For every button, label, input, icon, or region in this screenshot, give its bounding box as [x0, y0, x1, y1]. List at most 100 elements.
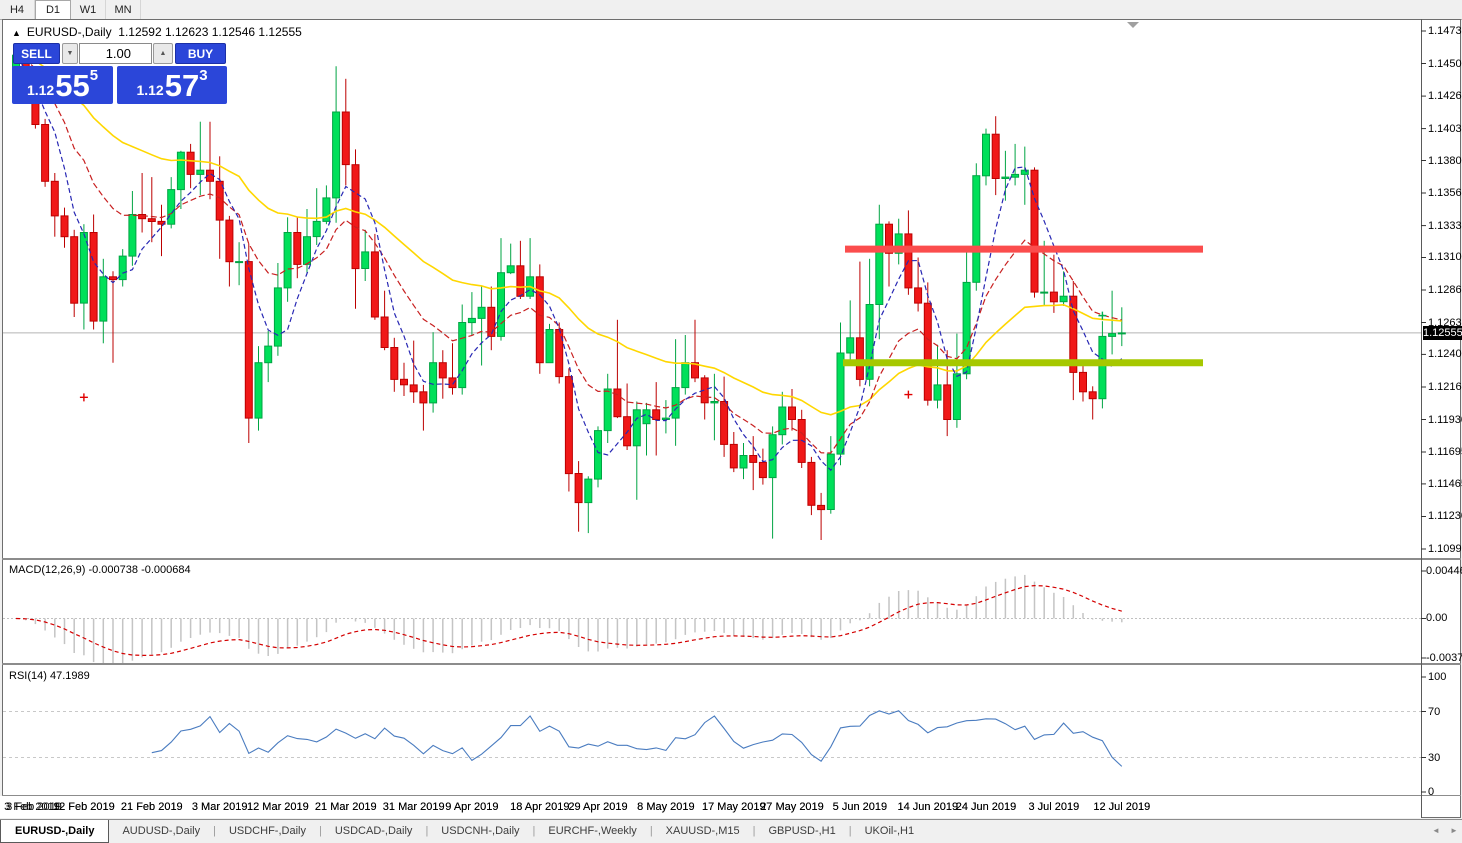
- timeframe-button-mn[interactable]: MN: [106, 0, 141, 19]
- rsi-axis-label: 70: [1428, 705, 1441, 718]
- date-axis-label: 29 Apr 2019: [568, 801, 628, 813]
- date-axis-label: 14 Jun 2019: [897, 801, 959, 813]
- sell-price-big: 55: [55, 68, 90, 103]
- volume-increase-button[interactable]: ▲: [153, 43, 173, 64]
- date-axis-label: 27 May 2019: [760, 801, 824, 813]
- date-axis[interactable]: [0, 796, 1421, 818]
- date-axis-label: 18 Apr 2019: [510, 801, 570, 813]
- tab-separator: |: [425, 825, 429, 837]
- tab-usdcnh-daily[interactable]: USDCNH-,Daily: [441, 825, 520, 837]
- tab-separator: |: [752, 825, 756, 837]
- date-axis-label: 12 Jul 2019: [1093, 801, 1151, 813]
- date-axis-label: 12 Mar 2019: [247, 801, 309, 813]
- date-axis-label: 12 Feb 2019: [53, 801, 115, 813]
- price-axis-divider: [1421, 19, 1422, 818]
- chart-ohlc-values: 1.12592 1.12623 1.12546 1.12555: [118, 25, 302, 39]
- buy-price-quote[interactable]: 1.12 57 3: [117, 66, 227, 104]
- price-axis-label: 1.11465: [1428, 477, 1462, 490]
- price-axis-label: 1.13565: [1428, 187, 1462, 200]
- tab-separator: |: [532, 825, 536, 837]
- date-axis-label: 5 Jun 2019: [832, 801, 888, 813]
- rsi-axis-label: 30: [1428, 751, 1441, 764]
- date-axis-label: 12 Mar 2019: [247, 801, 309, 813]
- price-axis-label: 1.14500: [1428, 57, 1462, 70]
- price-axis-label: 1.14030: [1428, 122, 1462, 135]
- sell-price-prefix: 1.12: [26, 82, 55, 98]
- date-axis-label: 24 Jun 2019: [955, 801, 1017, 813]
- date-axis-label: 8 May 2019: [637, 801, 695, 813]
- sell-button[interactable]: SELL: [13, 43, 60, 64]
- date-axis-label: 31 Mar 2019: [382, 801, 445, 813]
- volume-decrease-button[interactable]: ▼: [62, 43, 78, 64]
- date-axis-label: 21 Mar 2019: [314, 801, 377, 813]
- price-axis-label: 1.12630: [1428, 316, 1462, 329]
- sell-price-quote[interactable]: 1.12 55 5: [12, 66, 113, 104]
- price-axis-label: 1.13100: [1428, 251, 1462, 264]
- date-axis-label: 31 Mar 2019: [382, 801, 445, 813]
- rsi-indicator-label: RSI(14) 47.1989: [9, 670, 90, 682]
- date-axis-label: 8 May 2019: [637, 801, 695, 813]
- tab-separator: |: [318, 825, 322, 837]
- macd-axis-label: -0.003715: [1426, 652, 1462, 664]
- date-axis-label: 14 Jun 2019: [897, 801, 959, 813]
- current-price-tag: 1.12555: [1423, 325, 1462, 340]
- date-axis-label: 3 Feb 2019: [4, 801, 60, 813]
- tab-eurusd-daily[interactable]: EURUSD-,Daily: [0, 819, 110, 843]
- macd-axis-label: 0.00: [1426, 612, 1448, 625]
- date-axis-label: 12 Jul 2019: [1093, 801, 1151, 813]
- price-axis-label: 1.11930: [1428, 413, 1462, 426]
- tab-usdchf-daily[interactable]: USDCHF-,Daily: [228, 825, 306, 837]
- tab-eurchf-weekly[interactable]: EURCHF-,Weekly: [548, 825, 637, 837]
- timeframe-button-w1[interactable]: W1: [71, 0, 106, 19]
- timeframe-button-h4[interactable]: H4: [0, 0, 35, 19]
- tab-scroll-left-icon[interactable]: ◄: [1432, 825, 1440, 835]
- rsi-axis-label: 100: [1428, 671, 1447, 683]
- main-macd-separator[interactable]: [2, 558, 1461, 560]
- buy-button[interactable]: BUY: [175, 43, 226, 64]
- date-axis-label: 5 Jun 2019: [832, 801, 888, 813]
- tab-separator: |: [213, 825, 216, 837]
- price-axis-label: 1.13330: [1428, 219, 1462, 232]
- price-axis-label: 1.13800: [1428, 154, 1462, 167]
- chart-header: ▲ EURUSD-,Daily 1.12592 1.12623 1.12546 1…: [12, 25, 302, 39]
- volume-input[interactable]: [79, 43, 152, 64]
- chart-tab-bar: EURUSD-,Daily AUDUSD-,Daily | USDCHF-,Daily…: [0, 819, 1462, 843]
- price-axis-label: 1.10995: [1428, 543, 1462, 555]
- quick-trade-collapse-icon[interactable]: ▲: [12, 28, 21, 38]
- sell-price-pip: 5: [89, 67, 99, 84]
- date-axis-label: 21 Feb 2019: [120, 801, 183, 813]
- price-axis-label: 1.14735: [1428, 25, 1462, 37]
- date-axis-label: 27 May 2019: [760, 801, 824, 813]
- tab-audusd-daily[interactable]: AUDUSD-,Daily: [122, 825, 201, 837]
- macd-rsi-separator[interactable]: [2, 663, 1461, 665]
- buy-price-prefix: 1.12: [136, 82, 164, 98]
- date-axis-label: 29 Apr 2019: [568, 801, 628, 813]
- date-axis-label: 17 May 2019: [701, 801, 766, 813]
- price-axis-label: 1.11695: [1428, 446, 1462, 459]
- chart-window[interactable]: [2, 19, 1461, 818]
- tab-usdcad-daily[interactable]: USDCAD-,Daily: [334, 825, 413, 837]
- tab-scroll-right-icon[interactable]: ►: [1450, 825, 1458, 835]
- tab-gbpusd-h1[interactable]: GBPUSD-,H1: [768, 825, 836, 837]
- date-axis-label: 17 May 2019: [701, 801, 766, 813]
- price-axis-label: 1.12400: [1428, 348, 1462, 361]
- chevron-up-icon: ▲: [159, 50, 167, 57]
- tab-separator: |: [649, 825, 653, 837]
- price-axis-label: 1.12865: [1428, 284, 1462, 296]
- buy-price-big: 57: [164, 68, 200, 103]
- rsi-axis-label: 0: [1428, 786, 1435, 798]
- timeframe-button-d1[interactable]: D1: [35, 0, 71, 19]
- tab-ukoil-h1[interactable]: UKOil-,H1: [864, 825, 915, 837]
- date-axis-label: 24 Jun 2019: [955, 801, 1017, 813]
- macd-indicator-label: MACD(12,26,9) -0.000738 -0.000684: [9, 564, 191, 576]
- tab-xauusd-m15[interactable]: XAUUSD-,M15: [665, 825, 740, 837]
- date-axis-label: 9 Apr 2019: [445, 801, 499, 813]
- buy-price-pip: 3: [199, 67, 208, 84]
- chevron-down-icon: ▼: [66, 50, 74, 57]
- chart-symbol-period: EURUSD-,Daily: [26, 25, 112, 39]
- price-axis-label: 1.12165: [1428, 380, 1462, 393]
- price-axis-label: 1.11230: [1428, 510, 1462, 523]
- date-axis-label: 3 Mar 2019: [191, 801, 248, 813]
- date-axis-label: 9 Apr 2019: [445, 801, 499, 813]
- date-axis-label: 12 Feb 2019: [53, 801, 115, 813]
